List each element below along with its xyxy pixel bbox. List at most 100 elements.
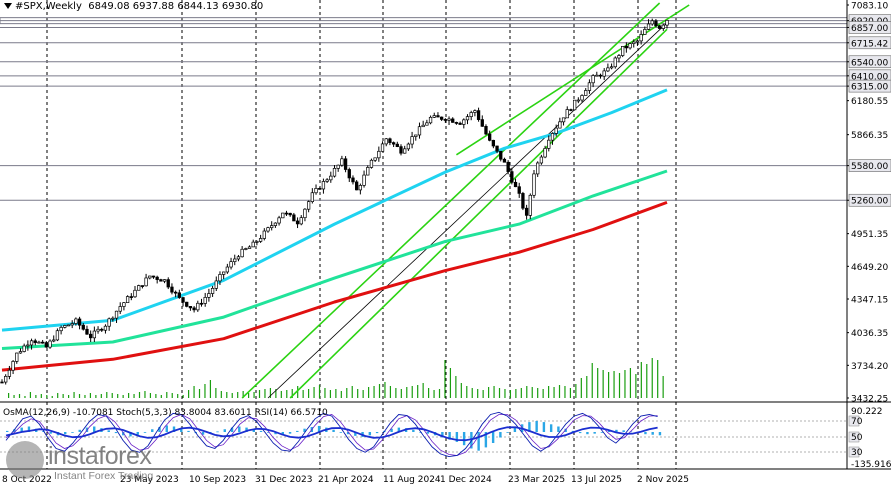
- osma-bar: [78, 429, 81, 432]
- volume-bar: [144, 391, 146, 398]
- price-tick-label: 6410.00: [851, 72, 888, 82]
- candle-body: [295, 220, 300, 225]
- candle-body: [403, 148, 407, 154]
- candle-body: [484, 125, 488, 135]
- volume-bar: [128, 393, 130, 398]
- candle-body: [251, 241, 255, 248]
- candle-body: [539, 156, 544, 164]
- candle-body: [63, 325, 67, 328]
- price-tick-label: 4951.35: [851, 230, 888, 240]
- candle-body: [639, 34, 643, 42]
- osma-bar: [528, 422, 531, 432]
- volume-bar: [422, 383, 424, 398]
- candle-body: [288, 212, 292, 216]
- osma-bar: [506, 432, 509, 433]
- osma-bar: [143, 432, 147, 433]
- indicator-panel: [0, 411, 847, 458]
- candle-body: [584, 90, 588, 96]
- volume-bar: [400, 389, 402, 398]
- osma-bar: [593, 432, 596, 434]
- candle-body: [7, 369, 12, 377]
- volume-bar: [340, 391, 342, 398]
- osma-bar: [448, 432, 451, 440]
- candle-body: [624, 45, 629, 49]
- candle-body: [236, 256, 241, 260]
- candle-body: [384, 138, 388, 145]
- volume-bar: [73, 392, 75, 398]
- osma-bar: [274, 432, 277, 435]
- volume-bar: [449, 368, 452, 398]
- channel-line-upper: [455, 4, 690, 156]
- brand-logo-icon: [6, 441, 44, 479]
- candle-body: [96, 328, 100, 332]
- candle-body: [473, 110, 477, 113]
- candle-body: [81, 324, 85, 330]
- candle-body: [591, 75, 595, 84]
- candle-body: [602, 70, 606, 77]
- volume-bar: [29, 392, 32, 398]
- candle-body: [521, 193, 525, 209]
- volume-bar: [406, 387, 408, 398]
- candle-body: [33, 340, 37, 343]
- price-tick-label: 7083.10: [851, 2, 888, 12]
- candle-body: [207, 293, 211, 298]
- candle-body: [576, 99, 580, 102]
- volume-bar: [269, 388, 272, 398]
- channel-line-2: [267, 22, 668, 399]
- candle-body: [502, 158, 507, 163]
- dropdown-arrow-icon[interactable]: [4, 3, 12, 9]
- osma-bar: [288, 432, 292, 434]
- osma-bar: [629, 431, 633, 433]
- candle-body: [528, 194, 532, 216]
- candle-body: [15, 352, 19, 362]
- candle-body: [140, 285, 145, 287]
- volume-bar: [384, 382, 386, 398]
- candle-body: [336, 164, 340, 169]
- candle-body: [185, 301, 189, 307]
- candle-body: [29, 340, 34, 346]
- candle-body: [439, 116, 444, 120]
- candle-body: [436, 115, 440, 118]
- volume-bar: [591, 363, 593, 398]
- volume-bar: [231, 393, 233, 398]
- osma-bar: [622, 430, 625, 432]
- moving-average-lines: [1, 88, 668, 372]
- volume-bar: [253, 392, 255, 398]
- osma-bar: [165, 425, 168, 432]
- indicator-label-box: [848, 431, 860, 443]
- candle-body: [255, 241, 259, 243]
- candle-body: [395, 143, 399, 147]
- candle-body: [325, 179, 329, 182]
- candle-body: [210, 287, 215, 294]
- volume-bar: [640, 362, 642, 398]
- volume-bar: [220, 391, 222, 398]
- osma-bar: [368, 432, 372, 436]
- stoch-main-line: [5, 411, 658, 458]
- volume-bar: [351, 386, 353, 398]
- osma-bar: [600, 432, 604, 433]
- osma-bar: [441, 432, 444, 438]
- candle-body: [554, 127, 558, 134]
- candle-body: [613, 57, 617, 68]
- candle-body: [432, 115, 436, 118]
- candle-body: [196, 302, 200, 311]
- osma-bar: [267, 432, 270, 433]
- volume-bar: [362, 390, 364, 398]
- candle-body: [37, 341, 41, 344]
- volume-bar: [160, 395, 162, 398]
- osma-bar: [6, 430, 9, 432]
- osma-bar: [107, 430, 110, 432]
- indicator-tick-label: -135.9167: [851, 460, 891, 470]
- candle-body: [89, 333, 93, 339]
- volume-bar: [313, 387, 315, 398]
- candle-body: [646, 23, 651, 30]
- time-tick-label: 10 Sep 2023: [189, 475, 246, 485]
- candle-body: [547, 139, 551, 149]
- osma-bar: [535, 421, 538, 432]
- candle-body: [580, 95, 584, 101]
- candle-body: [488, 133, 492, 141]
- candle-body: [491, 139, 496, 147]
- brand-tagline: Instant Forex Trading: [54, 470, 154, 482]
- volume-bar: [438, 389, 441, 398]
- osma-bar: [245, 427, 248, 432]
